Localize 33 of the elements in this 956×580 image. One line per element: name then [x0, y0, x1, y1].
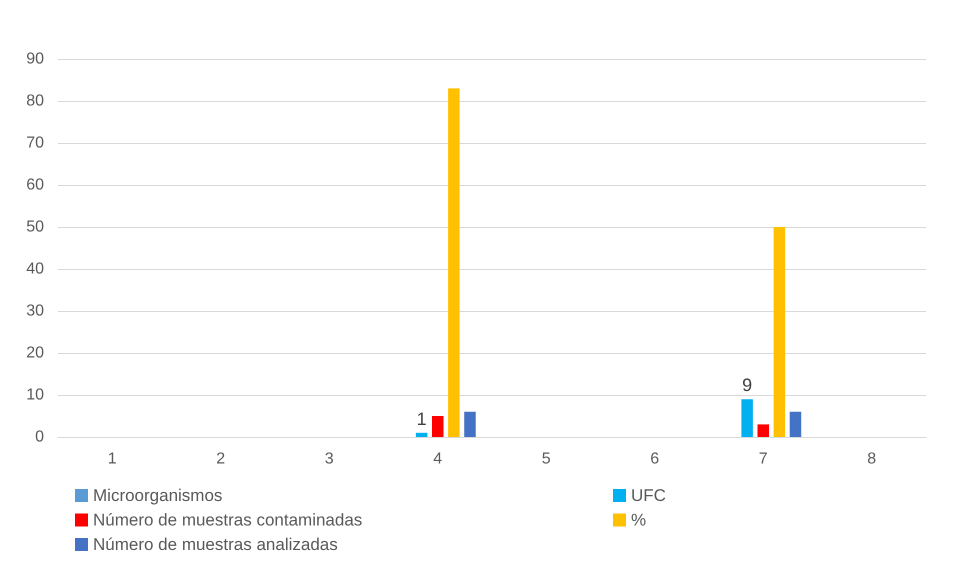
data-label: 1	[416, 408, 427, 429]
y-tick-label: 70	[26, 134, 44, 152]
legend-label: %	[631, 510, 646, 530]
legend-label: Microorganismos	[93, 486, 222, 505]
bar	[774, 227, 786, 437]
bar	[416, 432, 428, 437]
x-tick-label: 8	[867, 450, 876, 468]
bar	[448, 88, 460, 437]
legend-label: UFC	[631, 486, 666, 505]
bar	[757, 424, 770, 437]
y-tick-label: 60	[26, 176, 44, 194]
bar	[432, 416, 444, 437]
legend-label: Número de muestras contaminadas	[93, 510, 362, 530]
y-tick-label: 40	[26, 260, 44, 278]
y-tick-label: 50	[26, 218, 44, 236]
x-tick-label: 1	[108, 450, 117, 468]
y-tick-label: 80	[26, 92, 44, 110]
x-tick-label: 5	[542, 450, 551, 468]
bar	[741, 399, 753, 437]
bar	[464, 412, 476, 437]
y-tick-label: 30	[26, 302, 44, 320]
bar	[790, 412, 802, 437]
y-tick-label: 20	[26, 344, 44, 362]
x-tick-label: 4	[433, 450, 442, 468]
y-tick-label: 10	[26, 386, 44, 404]
y-tick-label: 90	[26, 50, 44, 68]
y-tick-label: 0	[35, 428, 44, 446]
x-tick-label: 2	[216, 450, 226, 468]
legend-label: Número de muestras analizadas	[93, 535, 338, 554]
x-tick-label: 3	[324, 450, 334, 468]
x-tick-label: 7	[758, 450, 768, 468]
x-tick-label: 6	[650, 450, 660, 468]
data-label: 9	[742, 375, 752, 396]
